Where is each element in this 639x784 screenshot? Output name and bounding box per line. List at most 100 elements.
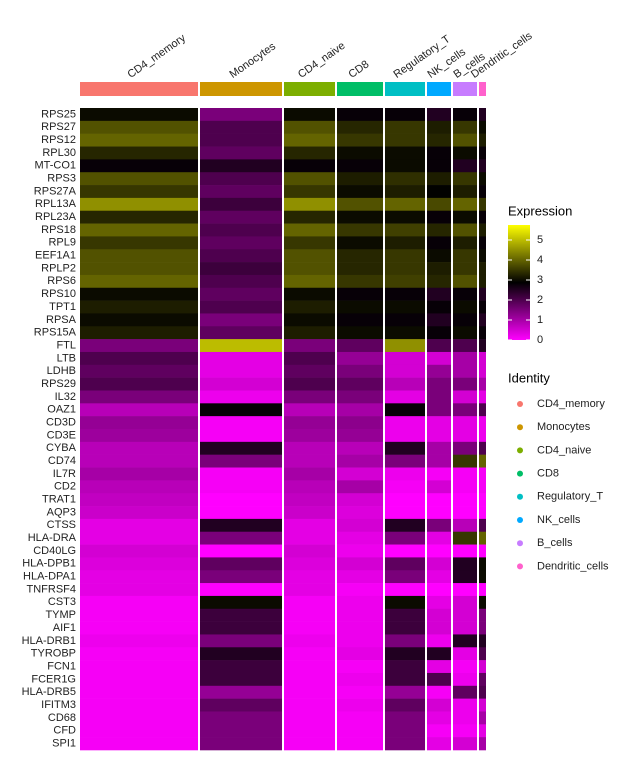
heatmap-cell xyxy=(284,454,335,468)
heatmap-cell xyxy=(385,685,425,699)
heatmap-cell xyxy=(337,262,383,276)
heatmap-cell xyxy=(479,133,486,147)
heatmap-cell xyxy=(453,608,477,622)
heatmap-cell xyxy=(200,493,282,507)
heatmap-cell xyxy=(453,172,477,186)
heatmap-cell xyxy=(337,249,383,263)
heatmap-cell xyxy=(80,518,198,533)
heatmap-cell xyxy=(80,108,198,122)
heatmap-cell xyxy=(427,223,451,237)
row-label: RPS27A xyxy=(34,185,77,197)
heatmap-cell xyxy=(385,429,425,443)
heatmap-cell xyxy=(80,698,198,712)
heatmap-cell xyxy=(284,429,335,443)
heatmap-cell xyxy=(284,416,335,430)
heatmap-cell xyxy=(200,197,282,212)
heatmap-cell xyxy=(479,159,486,173)
heatmap-cell xyxy=(284,711,335,725)
heatmap-cell xyxy=(80,146,198,160)
heatmap-cell xyxy=(337,570,383,584)
heatmap-cell xyxy=(200,403,282,417)
heatmap-cell xyxy=(427,493,451,507)
heatmap-cell xyxy=(427,672,451,687)
heatmap-cell xyxy=(200,274,282,289)
heatmap-cell xyxy=(479,172,486,186)
heatmap-cell xyxy=(385,236,425,250)
heatmap-cell xyxy=(427,287,451,301)
heatmap-cell xyxy=(427,685,451,699)
legend-swatch xyxy=(517,470,523,477)
heatmap-cell xyxy=(453,672,477,687)
heatmap-cell xyxy=(200,685,282,699)
heatmap-cell xyxy=(479,711,486,725)
heatmap-cell xyxy=(479,120,486,134)
heatmap-cell xyxy=(385,326,425,340)
heatmap-cell xyxy=(453,698,477,712)
row-label: CD74 xyxy=(48,455,76,467)
heatmap-cell xyxy=(385,197,425,212)
heatmap-cell xyxy=(200,544,282,558)
legend-label: CD4_memory xyxy=(537,398,605,410)
heatmap-cell xyxy=(453,518,477,533)
heatmap-cell xyxy=(284,172,335,186)
heatmap-cell xyxy=(284,698,335,712)
heatmap-cell xyxy=(200,133,282,147)
heatmap-cell xyxy=(453,531,477,545)
heatmap-cell xyxy=(385,223,425,237)
heatmap-cell xyxy=(284,672,335,687)
heatmap-cell xyxy=(200,287,282,301)
heatmap-cell xyxy=(337,172,383,186)
heatmap-cell xyxy=(200,480,282,494)
heatmap-cell xyxy=(385,403,425,417)
heatmap-cell xyxy=(479,313,486,327)
heatmap-cell xyxy=(200,621,282,635)
heatmap-cell xyxy=(80,120,198,134)
heatmap-cell xyxy=(200,159,282,173)
row-label: CD68 xyxy=(48,712,76,724)
heatmap-cell xyxy=(200,120,282,134)
heatmap-cell xyxy=(453,583,477,597)
heatmap-cell xyxy=(453,416,477,430)
heatmap-cell xyxy=(427,518,451,533)
heatmap-cell xyxy=(284,108,335,122)
heatmap-cell xyxy=(427,159,451,173)
heatmap-cell xyxy=(479,441,486,455)
heatmap-cell xyxy=(337,544,383,558)
heatmap-cell xyxy=(200,441,282,455)
heatmap-cell xyxy=(479,685,486,699)
heatmap-cell xyxy=(427,570,451,584)
heatmap-cell xyxy=(453,223,477,237)
identity-bar xyxy=(284,82,335,96)
heatmap-cell xyxy=(479,493,486,507)
heatmap-cell xyxy=(453,621,477,635)
legend-swatch xyxy=(517,517,523,523)
heatmap-cell xyxy=(427,172,451,186)
heatmap-cell xyxy=(427,313,451,327)
heatmap-cell xyxy=(479,339,486,353)
heatmap-cell xyxy=(200,351,282,366)
heatmap-cell xyxy=(479,416,486,430)
heatmap-cell xyxy=(453,557,477,571)
heatmap-cell xyxy=(385,544,425,558)
row-label: TRAT1 xyxy=(42,494,76,506)
heatmap-cell xyxy=(337,724,383,738)
row-label: RPS25 xyxy=(41,108,76,120)
heatmap-cell xyxy=(284,531,335,545)
legend-label: Monocytes xyxy=(537,421,591,433)
heatmap-cell xyxy=(427,262,451,276)
heatmap-cell xyxy=(200,416,282,430)
heatmap-cell xyxy=(337,698,383,712)
heatmap-cell xyxy=(427,634,451,648)
heatmap-cell xyxy=(453,570,477,584)
heatmap-cell xyxy=(284,518,335,533)
heatmap-cell xyxy=(80,377,198,391)
heatmap-cell xyxy=(284,634,335,648)
heatmap-cell xyxy=(337,274,383,289)
heatmap-cell xyxy=(80,660,198,674)
heatmap-cell xyxy=(80,390,198,404)
identity-bar xyxy=(453,82,477,96)
heatmap-cell xyxy=(337,326,383,340)
heatmap-cell xyxy=(337,146,383,160)
heatmap-cell xyxy=(284,544,335,558)
